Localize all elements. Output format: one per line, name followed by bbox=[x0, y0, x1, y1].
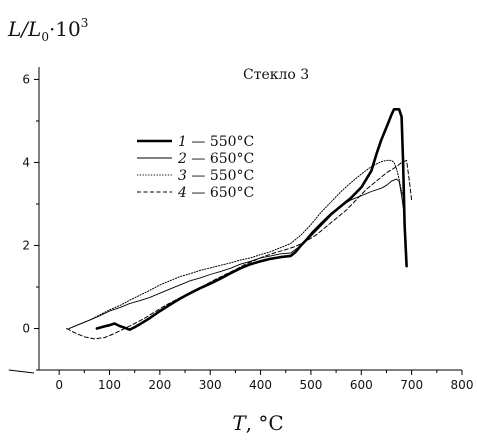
x-tick-label: 100 bbox=[98, 378, 121, 392]
x-tick-label: 600 bbox=[350, 378, 373, 392]
y-label-L0-sub: 0 bbox=[41, 30, 49, 44]
axes: 0 100 200 300 400 500 600 700 800 0 2 4 6 bbox=[8, 67, 474, 392]
x-label-unit: , °C bbox=[246, 411, 284, 435]
y-label-exp: 3 bbox=[81, 16, 89, 30]
y-tick-label: 2 bbox=[22, 238, 30, 252]
x-tick-label: 400 bbox=[249, 378, 272, 392]
y-label-L: L bbox=[7, 17, 21, 41]
legend-temperature: 650°C bbox=[210, 185, 254, 201]
legend-dash: — bbox=[187, 151, 210, 167]
legend-number: 1 bbox=[178, 134, 187, 150]
legend-number: 4 bbox=[177, 185, 187, 201]
x-tick-label: 200 bbox=[148, 378, 171, 392]
series-line-4 bbox=[66, 159, 413, 340]
y-label-mult: ·10 bbox=[49, 17, 81, 41]
x-tick-label: 300 bbox=[199, 378, 222, 392]
series-line-3 bbox=[68, 159, 405, 329]
legend-number: 3 bbox=[178, 168, 187, 184]
x-tick-label: 800 bbox=[451, 378, 474, 392]
legend-entry-2: 2 — 650°C bbox=[177, 151, 254, 167]
legend-dash: — bbox=[187, 134, 210, 150]
series-layer bbox=[66, 108, 413, 340]
x-label-T: T bbox=[232, 411, 247, 435]
legend-number: 2 bbox=[177, 151, 187, 167]
y-label-slash: / bbox=[19, 17, 30, 41]
legend-dash: — bbox=[187, 168, 210, 184]
series-line-1 bbox=[95, 108, 408, 332]
x-axis-label: T, °C bbox=[232, 411, 283, 435]
legend: 1 — 550°C2 — 650°C3 — 550°C4 — 650°C bbox=[137, 134, 254, 201]
y-tick-label: 6 bbox=[22, 72, 30, 86]
legend-temperature: 550°C bbox=[210, 134, 254, 150]
plot-annotation: Стекло 3 bbox=[243, 67, 309, 83]
x-minor-tick bbox=[8, 369, 35, 374]
x-tick-label: 0 bbox=[55, 378, 63, 392]
y-tick-label: 4 bbox=[22, 155, 30, 169]
y-axis-label: L/L0·103 bbox=[7, 16, 88, 44]
legend-entry-1: 1 — 550°C bbox=[178, 134, 254, 150]
x-tick-label: 700 bbox=[400, 378, 423, 392]
y-label-L0: L bbox=[27, 17, 41, 41]
y-tick-label: 0 bbox=[22, 321, 30, 335]
legend-temperature: 550°C bbox=[210, 168, 254, 184]
legend-dash: — bbox=[187, 185, 210, 201]
legend-entry-4: 4 — 650°C bbox=[177, 185, 254, 201]
x-tick-label: 500 bbox=[299, 378, 322, 392]
legend-entry-3: 3 — 550°C bbox=[178, 168, 254, 184]
series-line-2 bbox=[68, 178, 405, 329]
legend-temperature: 650°C bbox=[210, 151, 254, 167]
